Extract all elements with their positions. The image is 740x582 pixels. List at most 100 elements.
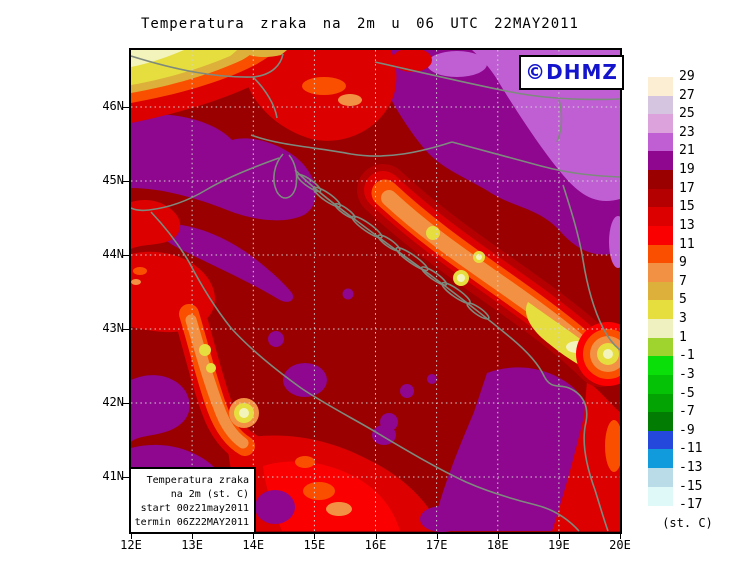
legend-swatch xyxy=(648,337,673,357)
y-axis-tick xyxy=(123,477,129,478)
venetian-coast xyxy=(131,157,280,212)
x-axis-tick xyxy=(558,534,560,539)
run-info-line: termin 06Z22MAY2011 xyxy=(134,517,249,528)
border-connector xyxy=(556,99,563,143)
legend-value-label: 3 xyxy=(679,311,687,327)
x-axis-tick xyxy=(131,534,132,539)
x-axis-label: 14E xyxy=(242,538,265,552)
legend-value-label: 7 xyxy=(679,273,687,289)
y-axis-label: 41N xyxy=(102,469,124,483)
legend-swatch xyxy=(648,468,673,488)
legend-swatch xyxy=(648,132,673,152)
legend-value-label: -7 xyxy=(679,404,695,420)
coastlines-and-borders xyxy=(131,53,620,532)
y-axis-label: 44N xyxy=(102,247,124,261)
legend-unit-label: (st. C) xyxy=(662,516,713,530)
legend-value-label: 1 xyxy=(679,329,687,345)
legend-swatch xyxy=(648,114,673,134)
legend-value-label: 11 xyxy=(679,236,695,252)
x-axis-tick xyxy=(253,534,255,539)
y-axis-tick xyxy=(123,255,129,256)
legend-value-label: 25 xyxy=(679,106,695,122)
temperature-field-svg xyxy=(131,50,620,532)
legend-value-label: -3 xyxy=(679,366,695,382)
legend-value-label: 9 xyxy=(679,255,687,271)
run-info-line: na 2m (st. C) xyxy=(170,489,249,500)
legend-swatch xyxy=(648,188,673,208)
dhmz-watermark: ©DHMZ xyxy=(519,55,624,90)
x-axis-label: 20E xyxy=(609,538,631,552)
legend-value-label: 17 xyxy=(679,180,695,196)
x-axis-tick xyxy=(436,534,438,539)
legend-swatch xyxy=(648,225,673,246)
x-axis-label: 12E xyxy=(120,538,142,552)
legend-value-label: -17 xyxy=(679,497,703,513)
x-axis-label: 19E xyxy=(548,538,570,552)
x-axis-tick xyxy=(375,534,377,539)
run-info-box: Temperatura zraka na 2m (st. C) start 00… xyxy=(129,467,256,534)
legend-swatch xyxy=(648,412,673,432)
x-axis-label: 16E xyxy=(364,538,387,552)
y-axis-tick xyxy=(123,329,129,330)
grid-lines xyxy=(131,50,620,532)
legend-swatch xyxy=(648,170,673,190)
legend-swatch xyxy=(648,95,673,115)
legend-swatch xyxy=(648,207,673,227)
x-axis-tick xyxy=(497,534,499,539)
warm-spot-details xyxy=(131,77,620,532)
italy-adriatic-coast xyxy=(150,211,580,532)
drava-border-line xyxy=(451,141,620,178)
legend-value-label: 27 xyxy=(679,87,695,103)
legend-value-label: -1 xyxy=(679,348,695,364)
legend-value-label: 5 xyxy=(679,292,687,308)
legend-value-label: -9 xyxy=(679,422,695,438)
legend-swatch xyxy=(648,430,673,450)
y-axis-tick xyxy=(123,181,129,182)
legend-value-label: 15 xyxy=(679,199,695,215)
y-axis-label: 46N xyxy=(102,99,124,113)
temperature-map xyxy=(129,48,622,534)
legend-value-label: -5 xyxy=(679,385,695,401)
legend-swatch xyxy=(648,300,673,320)
adriatic-islands xyxy=(296,173,490,320)
legend-swatch xyxy=(648,449,673,469)
istria-coast xyxy=(273,153,298,199)
y-axis-label: 45N xyxy=(102,173,124,187)
x-axis-tick xyxy=(314,534,316,539)
x-axis-label: 13E xyxy=(181,538,203,552)
apennine-cool-band xyxy=(173,296,263,464)
run-info-line: Temperatura zraka xyxy=(146,475,249,486)
run-info-line: start 00z21may2011 xyxy=(140,503,249,514)
legend-value-label: -13 xyxy=(679,460,703,476)
x-axis-tick xyxy=(192,534,194,539)
legend-swatch xyxy=(648,151,673,171)
legend-value-label: -15 xyxy=(679,478,703,494)
sava-border-line xyxy=(250,134,453,157)
x-axis-label: 18E xyxy=(486,538,509,552)
north-border-line xyxy=(374,61,620,101)
legend-swatch xyxy=(648,281,673,301)
legend-swatch xyxy=(648,263,673,283)
legend-swatch xyxy=(648,244,673,264)
map-title: Temperatura zraka na 2m u 06 UTC 22MAY20… xyxy=(140,16,579,32)
legend-swatch xyxy=(648,486,673,506)
y-axis-tick xyxy=(123,107,129,108)
legend-swatch xyxy=(648,393,673,413)
x-axis-tick xyxy=(620,534,621,539)
legend-swatch xyxy=(648,77,673,97)
legend-value-label: 19 xyxy=(679,162,695,178)
alps-border-line xyxy=(131,53,284,78)
legend-value-label: 29 xyxy=(679,69,695,84)
legend-value-label: 23 xyxy=(679,124,695,140)
legend-swatch xyxy=(648,356,673,376)
croatian-coast xyxy=(294,169,609,532)
east-border-line xyxy=(562,184,620,351)
legend-swatch xyxy=(648,374,673,395)
legend-value-label: 21 xyxy=(679,143,695,159)
y-axis-tick xyxy=(123,403,129,404)
legend-swatch xyxy=(648,319,673,339)
legend-value-label: -11 xyxy=(679,441,703,457)
x-axis-label: 17E xyxy=(425,538,448,552)
x-axis-label: 15E xyxy=(303,538,326,552)
